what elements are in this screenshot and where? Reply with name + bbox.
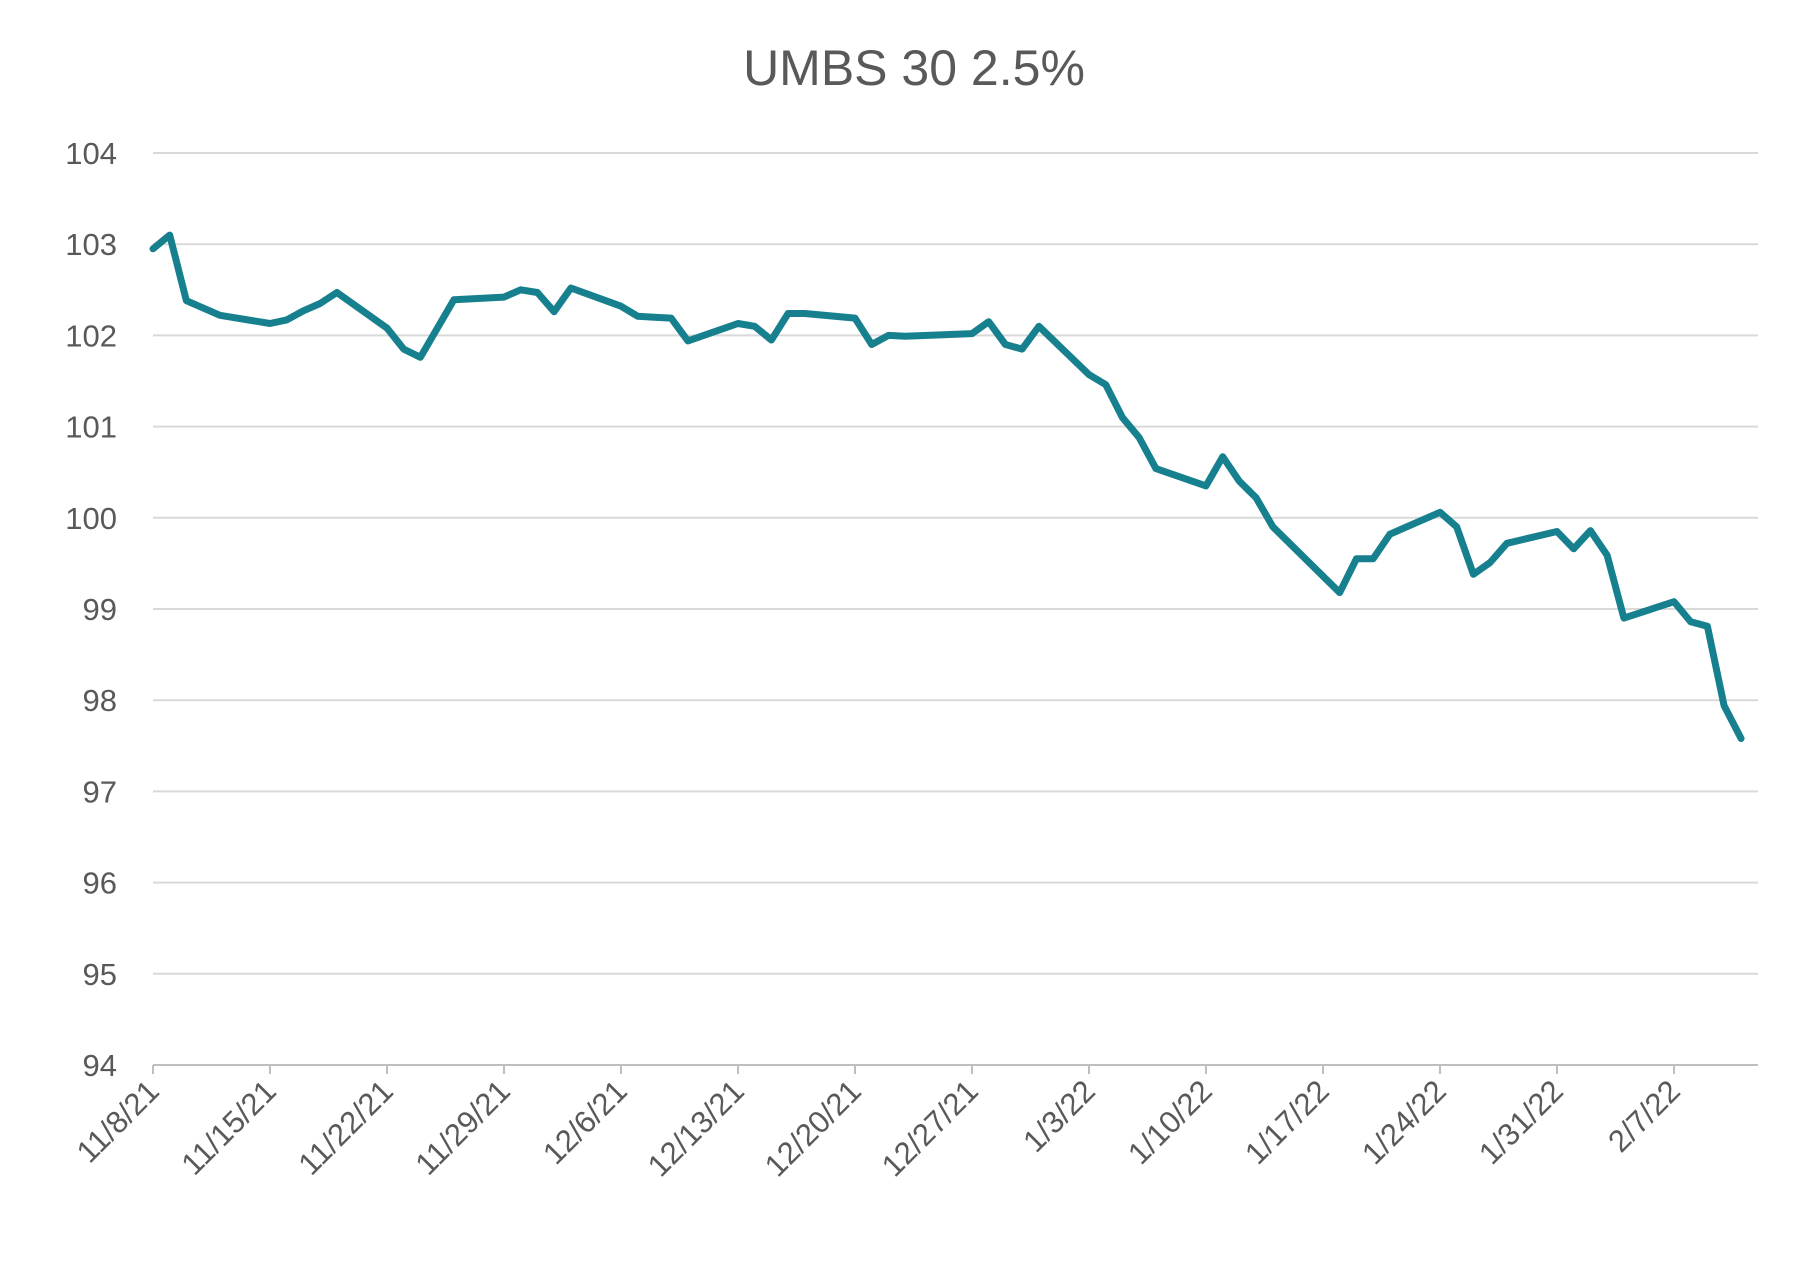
y-tick-label: 103 <box>65 227 117 262</box>
x-tick-labels: 11/8/21 11/15/21 11/22/21 11/29/21 12/6/21 12… <box>70 1073 1687 1183</box>
y-tick-label: 96 <box>83 866 117 901</box>
x-tick-label: 11/29/21 <box>408 1073 516 1181</box>
x-tick-label: 1/24/22 <box>1355 1073 1453 1171</box>
x-tick-label: 12/20/21 <box>758 1073 868 1183</box>
x-tick-label: 2/7/22 <box>1601 1073 1687 1159</box>
x-tick-label: 1/31/22 <box>1472 1073 1570 1171</box>
x-tick-label: 11/22/21 <box>291 1073 399 1181</box>
y-tick-label: 94 <box>83 1048 117 1083</box>
y-tick-label: 95 <box>83 957 117 992</box>
y-tick-label: 98 <box>83 683 117 718</box>
chart-title: UMBS 30 2.5% <box>743 40 1085 96</box>
y-tick-label: 97 <box>83 774 117 809</box>
x-tick-label: 12/13/21 <box>641 1073 751 1183</box>
x-tick-label: 11/8/21 <box>70 1073 166 1169</box>
y-tick-label: 102 <box>65 318 117 353</box>
x-tick-label: 11/15/21 <box>174 1073 282 1181</box>
series-line <box>149 231 1745 742</box>
x-tick-label: 12/27/21 <box>875 1073 985 1183</box>
series-layer <box>149 231 1745 742</box>
y-tick-label: 104 <box>65 136 117 171</box>
x-tick-label: 1/17/22 <box>1238 1073 1336 1171</box>
y-tick-label: 101 <box>65 410 117 445</box>
y-tick-label: 99 <box>83 592 117 627</box>
gridlines <box>153 152 1758 975</box>
y-tick-label: 100 <box>65 501 117 536</box>
x-axis <box>152 1064 1758 1074</box>
x-tick-label: 12/6/21 <box>536 1073 634 1171</box>
x-tick-label: 1/3/22 <box>1016 1073 1102 1159</box>
x-tick-label: 1/10/22 <box>1121 1073 1219 1171</box>
y-axis: 94 95 96 97 98 99 100 101 102 103 104 <box>65 136 117 1083</box>
